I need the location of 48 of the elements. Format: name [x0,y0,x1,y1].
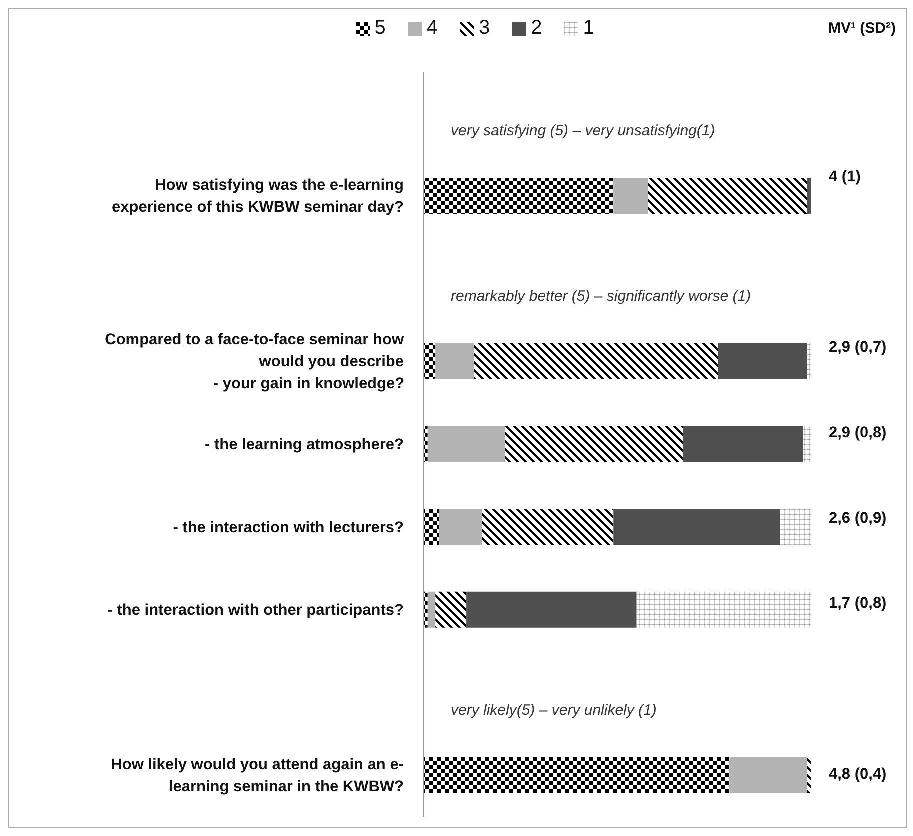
legend-label: 2 [530,17,542,40]
bar [436,592,467,628]
text: 1,7 (0,8) [829,595,887,612]
legend-label: 3 [478,17,490,40]
annotation: remarkably better (5) – significantly worse (1) [451,288,752,305]
bar [474,344,718,380]
y-tick-label: - the interaction with lecturers? [173,518,404,536]
bar [807,178,811,214]
y-tick-label: How likely would you attend again an e- learning seminar in the KWBW? [111,756,404,796]
text: 2,9 (0,7) [829,339,887,356]
text: 2,6 (0,9) [829,510,887,527]
text: 4,8 (0,4) [829,766,887,783]
text: MV¹ (SD²) [828,20,896,37]
legend-label: 1 [582,17,594,40]
bar [807,344,811,380]
bar [424,178,614,214]
bar [428,426,506,462]
y-tick-label: - the learning atmosphere? [205,436,404,453]
text: 2,9 (0,8) [829,424,887,442]
bar [636,592,811,628]
bar [436,344,474,380]
bar [424,509,440,546]
legend-label: 5 [374,17,386,40]
bar [428,592,436,628]
bar [718,344,808,380]
bar [807,757,811,794]
y-tick-label: - the interaction with other participants? [108,602,404,619]
bar [424,426,428,462]
annotation: very satisfying (5) – very unsatisfying(1) [451,122,716,140]
bar [614,509,780,546]
bar [424,344,436,380]
bar [424,757,730,794]
bar [614,178,648,214]
y-tick-label: How satisfying was the e-learning experience of this KWBW seminar day? [112,176,404,216]
bar [424,592,428,628]
annotation: very likely(5) – very unlikely (1) [451,702,657,719]
bar [466,592,637,628]
text: 4 (1) [829,168,861,186]
bar [730,757,808,794]
bar [683,426,804,462]
y-tick-label: Compared to a face-to-face seminar how would you describe - your gain in knowledge? [105,331,405,392]
bar [439,509,482,546]
bar [803,426,811,462]
bar [648,178,808,214]
bar [505,426,684,462]
bar [482,509,614,546]
legend-label: 4 [426,17,438,40]
bar [780,509,811,546]
